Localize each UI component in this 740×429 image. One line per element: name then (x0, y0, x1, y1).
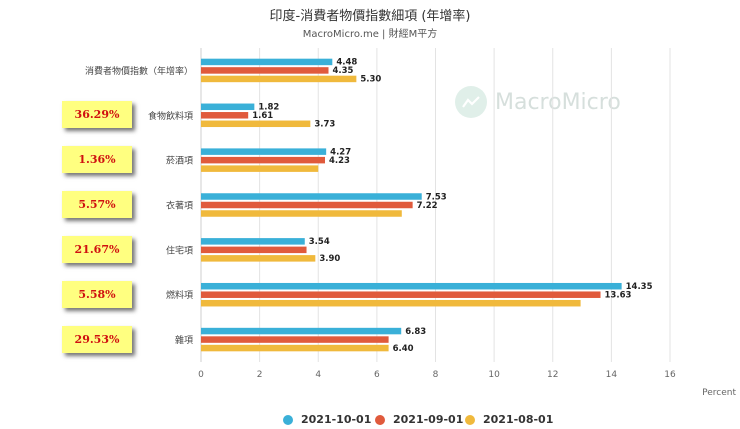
bar (201, 67, 329, 74)
data-label: 3.54 (309, 237, 330, 247)
category-label: 住宅項 (166, 244, 193, 256)
category-label: 食物飲料項 (148, 110, 193, 122)
data-label: 4.27 (330, 147, 351, 157)
chart-legend: 2021-10-01 2021-09-01 2021-08-01 (0, 413, 740, 427)
bar (201, 299, 581, 307)
data-label: 4.23 (329, 156, 350, 166)
bar (201, 210, 402, 217)
x-tick-label: 10 (488, 370, 500, 380)
x-tick-label: 8 (433, 370, 439, 380)
data-label: 3.90 (319, 254, 340, 264)
bar (201, 327, 402, 335)
bar (201, 148, 327, 155)
x-axis-title: Percent (702, 388, 736, 398)
weight-box: 5.57% (62, 191, 132, 218)
watermark-text: MacroMicro (495, 89, 621, 115)
bar (201, 238, 305, 245)
data-label: 6.40 (393, 344, 414, 354)
macromicro-watermark: MacroMicro (455, 86, 621, 118)
legend-item-2021-08-01[interactable]: 2021-08-01 (465, 413, 553, 426)
bar (201, 75, 357, 83)
data-label: 13.63 (605, 290, 632, 300)
bar (201, 193, 422, 200)
bar (201, 291, 601, 298)
legend-swatch (465, 414, 475, 425)
data-label: 3.73 (314, 120, 335, 130)
x-tick-label: 2 (257, 370, 263, 380)
data-label: 4.48 (336, 58, 357, 68)
weight-box: 1.36% (62, 146, 132, 174)
bar (201, 120, 311, 128)
weight-box: 5.58% (62, 280, 132, 308)
data-label: 1.82 (258, 103, 279, 113)
data-label: 7.22 (417, 201, 438, 211)
legend-label: 2021-10-01 (301, 413, 372, 426)
bar (201, 344, 389, 352)
bar (201, 255, 316, 262)
x-tick-label: 14 (606, 370, 618, 380)
bar (201, 165, 319, 172)
bar (201, 336, 389, 343)
legend-swatch (375, 414, 385, 425)
data-label: 1.61 (252, 111, 273, 121)
chart-subtitle: MacroMicro.me | 財經M平方 (302, 29, 438, 40)
legend-label: 2021-08-01 (483, 413, 554, 426)
bar (201, 112, 249, 119)
category-label: 燃料項 (166, 289, 193, 301)
x-tick-label: 6 (374, 370, 380, 380)
bar (201, 201, 413, 209)
macromicro-logo-icon (455, 86, 487, 118)
weight-box: 21.67% (62, 235, 132, 263)
legend-label: 2021-09-01 (393, 413, 464, 426)
legend-item-2021-09-01[interactable]: 2021-09-01 (375, 413, 463, 426)
data-label: 7.53 (426, 192, 447, 202)
category-label: 衣著項 (166, 200, 193, 212)
x-tick-label: 16 (664, 370, 676, 380)
x-tick-label: 0 (198, 370, 204, 380)
weight-box: 36.29% (62, 101, 132, 129)
bar (201, 156, 325, 164)
bar (201, 58, 333, 66)
category-label: 雜項 (175, 334, 193, 346)
data-label: 6.83 (405, 327, 426, 337)
x-tick-label: 4 (315, 370, 321, 380)
bar (201, 246, 307, 254)
weight-box: 29.53% (62, 325, 132, 353)
data-label: 4.35 (333, 66, 354, 76)
data-label: 5.30 (360, 75, 381, 85)
bar (201, 103, 255, 111)
x-tick-label: 12 (547, 370, 558, 380)
data-label: 14.35 (626, 282, 653, 292)
legend-item-2021-10-01[interactable]: 2021-10-01 (283, 413, 371, 426)
legend-swatch (283, 414, 293, 425)
chart-title: 印度-消費者物價指數細項 (年增率) (269, 9, 471, 24)
category-label: 菸酒項 (166, 155, 193, 167)
bar (201, 282, 622, 290)
category-label: 消費者物價指數（年增率） (85, 65, 193, 77)
